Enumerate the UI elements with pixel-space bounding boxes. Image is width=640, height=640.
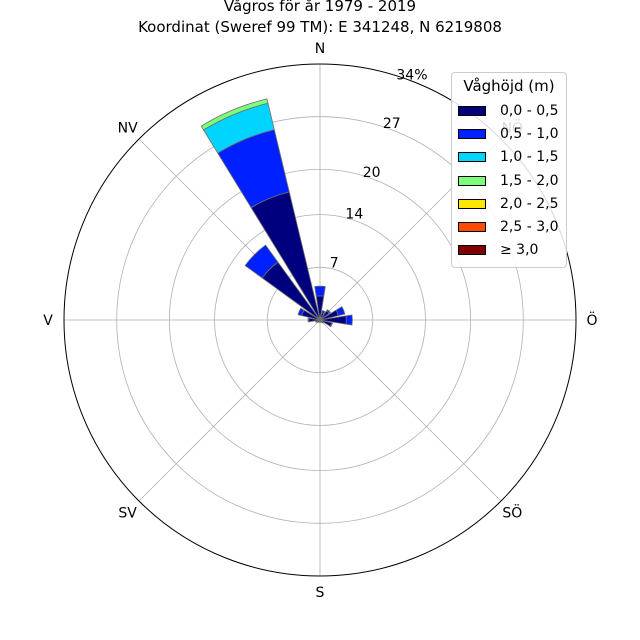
radial-tick-label: 34% bbox=[396, 67, 427, 83]
legend-label: ≥ 3,0 bbox=[500, 242, 539, 259]
legend-item: 0,5 - 1,0 bbox=[452, 122, 566, 145]
legend-label: 0,0 - 0,5 bbox=[500, 102, 559, 119]
compass-label: N bbox=[315, 41, 325, 57]
legend-label: 2,5 - 3,0 bbox=[500, 219, 559, 236]
grid-spoke bbox=[319, 319, 502, 502]
wedge-NV-1 bbox=[244, 244, 279, 279]
radial-tick-label: 7 bbox=[330, 255, 339, 271]
compass-label: SV bbox=[118, 505, 137, 521]
legend-swatch bbox=[458, 245, 486, 256]
compass-label: Ö bbox=[586, 311, 597, 329]
legend-item: 2,5 - 3,0 bbox=[452, 215, 566, 238]
legend-label: 1,0 - 1,5 bbox=[500, 149, 559, 166]
legend-swatch bbox=[458, 128, 486, 139]
legend-item: 1,5 - 2,0 bbox=[452, 169, 566, 192]
legend: Våghöjd (m) 0,0 - 0,5 0,5 - 1,0 1,0 - 1,5 1… bbox=[451, 72, 567, 268]
legend-swatch bbox=[458, 175, 486, 186]
wedge-NNÖ-1 bbox=[321, 309, 326, 315]
wedge-ÖSÖ-1 bbox=[329, 322, 333, 328]
legend-swatch bbox=[458, 198, 486, 209]
radial-tick-label: 20 bbox=[363, 165, 381, 181]
compass-label: V bbox=[43, 313, 53, 329]
legend-swatch bbox=[458, 105, 486, 116]
legend-item: 0,0 - 0,5 bbox=[452, 99, 566, 122]
legend-title: Våghöjd (m) bbox=[463, 77, 555, 95]
outer-circle bbox=[63, 63, 577, 577]
wedge-NNV-3 bbox=[200, 98, 269, 131]
legend-label: 0,5 - 1,0 bbox=[500, 125, 559, 142]
chart-subtitle: Koordinat (Sweref 99 TM): E 341248, N 62… bbox=[138, 18, 502, 36]
grid-spoke bbox=[138, 319, 321, 502]
compass-label: NV bbox=[118, 121, 138, 137]
compass-label: S bbox=[316, 585, 325, 601]
legend-item: 2,0 - 2,5 bbox=[452, 192, 566, 215]
radial-tick-label: 27 bbox=[383, 116, 401, 132]
legend-item: 1,0 - 1,5 bbox=[452, 146, 566, 169]
wedge-ÖNÖ-1 bbox=[335, 306, 346, 317]
legend-item: ≥ 3,0 bbox=[452, 239, 566, 262]
legend-label: 1,5 - 2,0 bbox=[500, 172, 559, 189]
wedge-Ö-1 bbox=[345, 314, 353, 326]
legend-swatch bbox=[458, 222, 486, 233]
legend-swatch bbox=[458, 152, 486, 163]
wedge-V-1 bbox=[307, 317, 310, 323]
compass-label: SÖ bbox=[502, 503, 522, 521]
wedge-VNV-1 bbox=[297, 307, 305, 317]
radial-tick-label: 14 bbox=[345, 207, 363, 223]
wedge-N-1 bbox=[314, 285, 326, 297]
chart-title: Vågros för år 1979 - 2019 bbox=[223, 0, 417, 15]
legend-label: 2,0 - 2,5 bbox=[500, 195, 559, 212]
wedge-NÖ-1 bbox=[326, 309, 331, 314]
